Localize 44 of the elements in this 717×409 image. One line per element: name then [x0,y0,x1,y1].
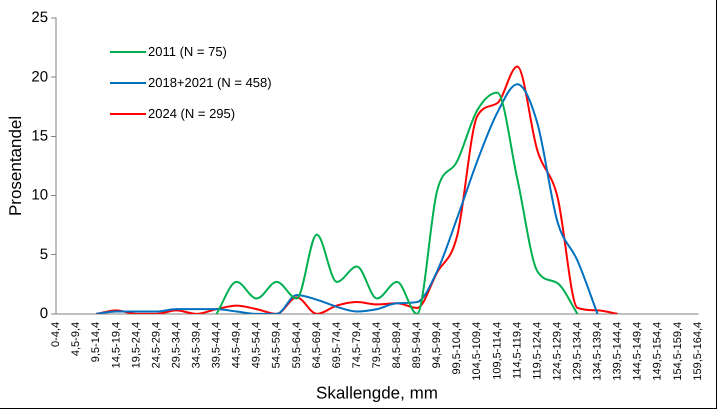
x-tick-label: 54,5-59,4 [270,322,283,368]
x-tick-label: 49,5-54,4 [250,322,263,368]
x-tick-label: 64,5-69,4 [310,322,323,368]
x-tick-label: 154,5-159,4 [672,322,684,381]
y-tick-label: 20 [31,68,48,86]
x-tick-label: 94,5-99,4 [431,322,444,368]
x-tick-label: 144,5-149,4 [632,322,644,381]
x-tick-label: 39,5-44,4 [210,322,223,368]
y-tick-label: 0 [40,305,48,322]
x-tick-label: 19,5-24,4 [130,322,142,368]
y-tick-label: 5 [40,246,48,263]
x-tick-label: 74,5-79,4 [350,322,363,368]
x-tick-label: 59,5-64,4 [290,322,303,368]
legend-label: 2024 (N = 295) [148,106,236,121]
x-tick-label: 149,5-154,4 [652,322,664,381]
x-tick-label: 34,5-39,4 [190,322,202,368]
x-tick-label: 159,5-164,4 [692,322,704,381]
x-tick-label: 119,5-124,4 [531,322,544,380]
y-axis-title: Prosentandel [6,116,25,216]
y-tick-label: 15 [31,127,48,144]
x-tick-label: 0-4,4 [50,322,62,347]
x-tick-label: 109,5-114,4 [491,322,504,380]
x-tick-label: 29,5-34,4 [170,322,182,368]
x-tick-label: 134,5-139,4 [592,322,604,381]
x-tick-label: 69,5-74,4 [330,322,343,368]
x-tick-label: 89,5-94,4 [411,322,424,368]
x-tick-label: 4,5-9,4 [70,322,82,356]
x-tick-label: 124,5-129,4 [551,322,564,381]
x-axis-title: Skallengde, mm [316,383,438,402]
x-tick-label: 24,5-29,4 [150,322,162,368]
x-tick-label: 129,5-134,4 [572,322,584,381]
x-tick-label: 79,5-84,4 [370,322,383,368]
legend-label: 2011 (N = 75) [148,44,227,59]
x-tick-label: 9,5-14,4 [90,322,102,362]
x-tick-label: 44,5-49,4 [230,322,243,368]
legend-label: 2018+2021 (N = 458) [148,75,272,90]
x-tick-label: 14,5-19,4 [110,322,122,368]
x-tick-label: 114,5-119,4 [511,322,524,379]
x-tick-label: 139,5-144,4 [612,322,624,381]
y-tick-label: 25 [31,9,48,26]
x-tick-label: 84,5-89,4 [391,322,404,368]
x-tick-label: 104,5-109,4 [471,322,484,381]
x-tick-label: 99,5-104,4 [451,322,464,374]
y-tick-label: 10 [31,186,48,204]
